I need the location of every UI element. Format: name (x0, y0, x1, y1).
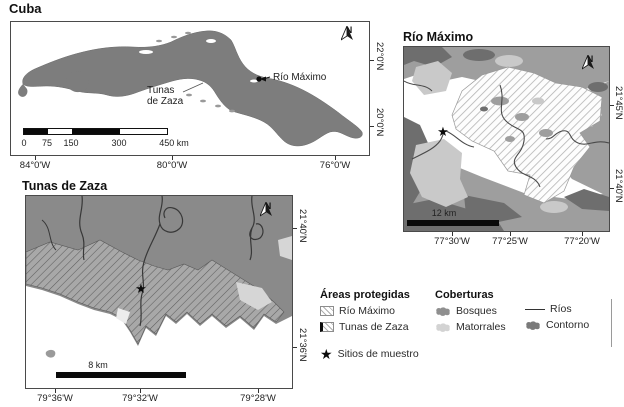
tunas-title: Tunas de Zaza (22, 179, 108, 193)
bosques-swatch (436, 306, 450, 316)
cuba-label-tunas-line1: Tunas (147, 85, 175, 96)
axis-tick (370, 60, 374, 61)
legend-item-contorno: Contorno (525, 319, 589, 331)
tunas-lat-label: 21°36'N (297, 328, 308, 362)
star-icon: ★ (320, 346, 333, 362)
rio-maximo-scale-label: 12 km (431, 208, 457, 218)
legend-item-rios: Ríos (525, 303, 572, 315)
legend-item-bosques: Bosques (435, 305, 497, 317)
legend-heading-protected: Áreas protegidas (320, 289, 410, 301)
axis-tick (335, 156, 336, 160)
tunas-scale-label: 8 km (88, 360, 108, 370)
scale-label-450: 450 km (159, 138, 189, 148)
scale-label-75: 75 (41, 138, 53, 148)
scale-seg (48, 129, 72, 134)
panel-cuba: Cuba Tunas (0, 0, 400, 178)
scale-seg (24, 129, 48, 134)
tunas-lon-label: 79°32'W (122, 393, 158, 404)
scale-label-150: 150 (63, 138, 79, 148)
axis-tick (293, 347, 297, 348)
legend-item-rio-maximo: Río Máximo (320, 305, 395, 317)
cuba-label-tunas-line2: de Zaza (147, 96, 184, 107)
tunas-map-art (26, 196, 292, 388)
north-arrow-glyph (341, 26, 353, 41)
axis-tick (610, 105, 614, 106)
north-arrow-glyph (582, 55, 594, 70)
cuba-map: Tunas de Zaza Río Máximo N 0 75 150 300 (10, 21, 370, 156)
rio-maximo-scale-bar (407, 220, 499, 226)
north-label: N (345, 25, 353, 35)
rio-maximo-map-art (404, 47, 609, 231)
tunas-map: ★ N 8 km (25, 195, 293, 389)
cuba-label-tunas: Tunas de Zaza (147, 85, 183, 107)
scale-seg (72, 129, 120, 134)
axis-tick (582, 232, 583, 236)
rio-maximo-lat-label: 21°40'N (613, 169, 624, 203)
legend-label: Río Máximo (339, 305, 396, 317)
rio-maximo-map: ★ N 12 km (403, 46, 610, 232)
contorno-swatch (526, 320, 540, 330)
tunas-lon-label: 79°28'W (240, 393, 276, 404)
rio-maximo-lat-label: 21°45'N (613, 86, 624, 120)
axis-tick (140, 389, 141, 393)
legend-label: Sitios de muestro (337, 348, 419, 360)
legend-label: Matorrales (456, 321, 506, 333)
axis-tick (172, 156, 173, 160)
legend-label: Tunas de Zaza (339, 321, 409, 333)
legend-label: Bosques (456, 305, 497, 317)
north-arrow-icon: N (582, 54, 598, 70)
legend-heading-coverage: Coberturas (435, 289, 494, 301)
axis-tick (452, 232, 453, 236)
axis-tick (510, 232, 511, 236)
axis-tick (610, 188, 614, 189)
scale-label-300: 300 (111, 138, 127, 148)
rios-line-swatch (525, 308, 545, 310)
cuba-map-art (18, 30, 363, 147)
sample-site-star: ★ (437, 123, 449, 139)
panel-rio-maximo: Río Máximo (400, 28, 624, 256)
legend: Áreas protegidas Río Máximo Tunas de Zaz… (318, 283, 624, 393)
rio-maximo-hatch-swatch (320, 306, 334, 316)
rio-maximo-lon-label: 77°25'W (492, 236, 528, 247)
scale-label-0: 0 (21, 138, 27, 148)
axis-tick (258, 389, 259, 393)
axis-tick (55, 389, 56, 393)
legend-item-sites: ★ Sitios de muestro (320, 347, 419, 361)
legend-item-matorrales: Matorrales (435, 321, 506, 333)
legend-label: Ríos (550, 303, 572, 315)
rio-maximo-title: Río Máximo (403, 30, 474, 44)
panel-tunas: Tunas de Zaza (20, 178, 320, 407)
rio-maximo-lon-label: 77°30'W (434, 236, 470, 247)
scale-seg (120, 129, 167, 134)
cuba-lon-label: 80°0'W (156, 160, 188, 171)
legend-item-tunas: Tunas de Zaza (320, 321, 409, 333)
north-arrow-icon: N (341, 25, 357, 41)
axis-tick (370, 126, 374, 127)
cuba-lat-label: 20°0'N (374, 108, 385, 137)
north-arrow-icon: N (260, 201, 276, 217)
tunas-hatch-swatch (320, 322, 334, 332)
cuba-title: Cuba (9, 1, 42, 16)
cuba-scale-bar (23, 128, 168, 135)
legend-label: Contorno (546, 319, 590, 331)
cuba-lon-label: 84°0'W (19, 160, 51, 171)
north-arrow-glyph (260, 202, 272, 217)
matorrales-swatch (436, 322, 450, 332)
north-label: N (586, 54, 594, 64)
north-label: N (264, 201, 272, 211)
axis-tick (293, 228, 297, 229)
cuba-lon-label: 76°0'W (319, 160, 351, 171)
cuba-label-rio-maximo: Río Máximo (273, 72, 327, 83)
rio-maximo-lon-label: 77°20'W (564, 236, 600, 247)
cuba-lat-label: 22°0'N (374, 42, 385, 71)
sample-site-star: ★ (135, 280, 147, 296)
tunas-scale-bar (56, 372, 186, 378)
tunas-lon-label: 79°36'W (37, 393, 73, 404)
tunas-lat-label: 21°40'N (297, 209, 308, 243)
figure-edge-line (611, 299, 612, 347)
axis-tick (35, 156, 36, 160)
